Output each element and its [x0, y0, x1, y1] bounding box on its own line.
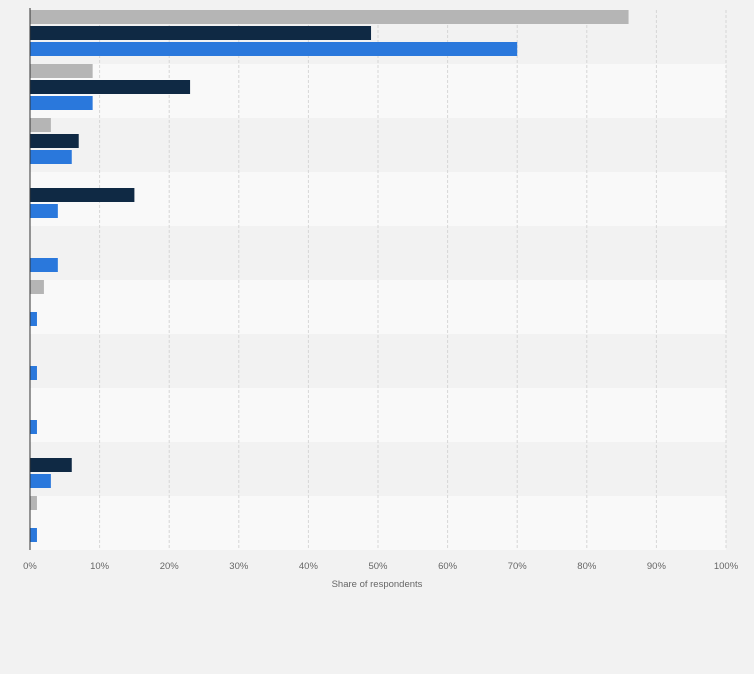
x-tick-label: 90% — [647, 561, 667, 572]
bar — [30, 96, 93, 110]
bar — [30, 312, 37, 326]
bars — [30, 10, 629, 542]
x-axis-ticks: 0% 10% 20% 30% 40% 50% 60% 70% 80% 90% 100% — [23, 561, 739, 572]
bar — [30, 80, 191, 94]
bar — [30, 420, 37, 434]
bar — [30, 496, 37, 510]
bar — [30, 42, 518, 56]
x-tick-label: 50% — [368, 561, 388, 572]
x-axis-label: Share of respondents — [332, 579, 423, 590]
x-tick-label: 60% — [438, 561, 458, 572]
bar — [30, 204, 58, 218]
bar — [30, 458, 72, 472]
bar — [30, 474, 51, 488]
x-tick-label: 0% — [23, 561, 37, 572]
x-tick-label: 30% — [229, 561, 249, 572]
x-tick-label: 100% — [714, 561, 739, 572]
bar — [30, 188, 135, 202]
x-tick-label: 80% — [577, 561, 597, 572]
x-tick-label: 70% — [508, 561, 528, 572]
bar — [30, 528, 37, 542]
x-tick-label: 40% — [299, 561, 319, 572]
bar — [30, 10, 629, 24]
bar — [30, 64, 93, 78]
bar — [30, 134, 79, 148]
gridlines — [99, 10, 727, 550]
bar — [30, 280, 44, 294]
bar — [30, 150, 72, 164]
bar — [30, 118, 51, 132]
bar — [30, 258, 58, 272]
x-tick-label: 20% — [160, 561, 180, 572]
bar — [30, 26, 372, 40]
bar — [30, 366, 37, 380]
x-tick-label: 10% — [90, 561, 110, 572]
